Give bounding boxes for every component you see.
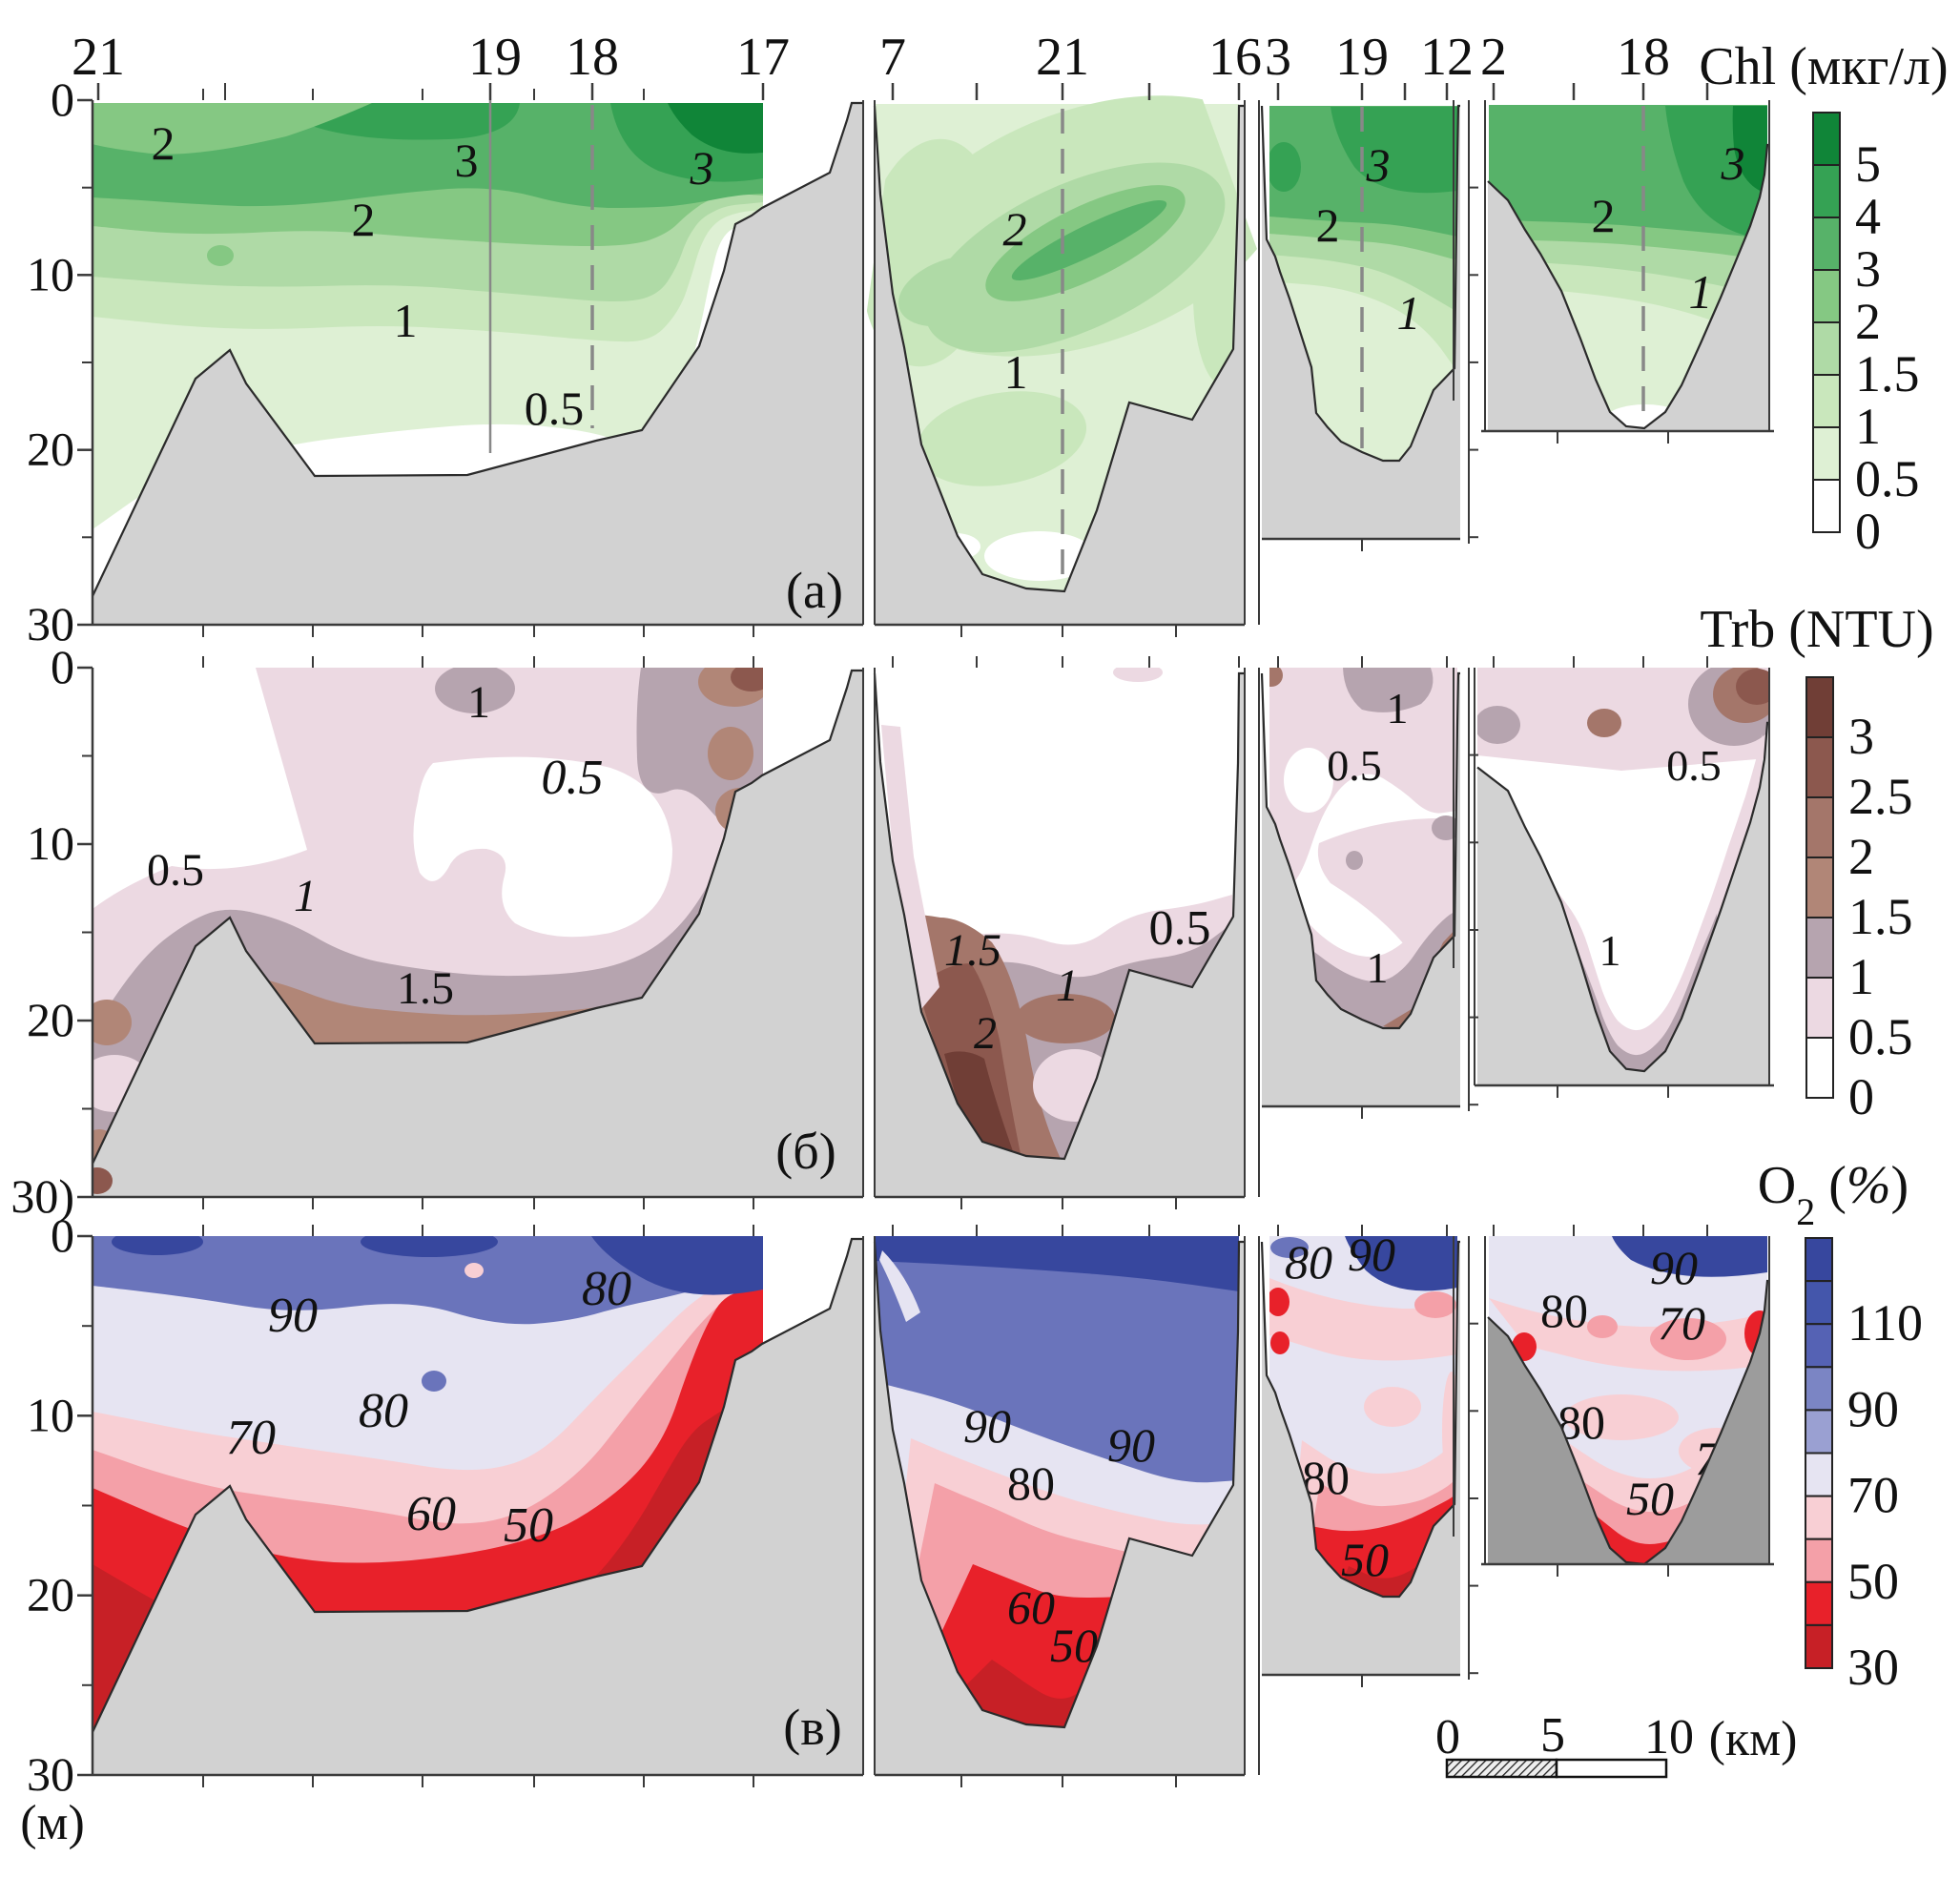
svg-text:70: 70: [1658, 1296, 1705, 1350]
svg-text:0.5: 0.5: [525, 382, 585, 435]
svg-text:(км): (км): [1709, 1712, 1798, 1766]
svg-text:80: 80: [1285, 1235, 1332, 1289]
svg-text:1.5: 1.5: [1848, 888, 1913, 945]
svg-text:50: 50: [1847, 1553, 1899, 1610]
svg-text:(а): (а): [786, 562, 843, 619]
svg-text:0: 0: [51, 72, 74, 126]
svg-text:12: 12: [1420, 28, 1474, 87]
svg-text:90: 90: [268, 1289, 318, 1343]
svg-text:1: 1: [1848, 948, 1874, 1005]
svg-text:2: 2: [1316, 198, 1340, 252]
svg-text:50: 50: [1341, 1533, 1389, 1586]
svg-text:90: 90: [1107, 1418, 1155, 1472]
svg-text:1: 1: [1855, 398, 1881, 455]
svg-text:1: 1: [1689, 265, 1713, 319]
svg-text:0.5: 0.5: [1327, 741, 1382, 790]
svg-text:30: 30: [27, 597, 74, 650]
svg-text:18: 18: [566, 28, 619, 87]
svg-text:30: 30: [1847, 1639, 1899, 1696]
svg-text:80: 80: [582, 1262, 631, 1316]
svg-text:10: 10: [27, 1388, 74, 1441]
svg-text:80: 80: [1540, 1284, 1588, 1337]
svg-text:Chl (мкг/л): Chl (мкг/л): [1699, 37, 1948, 96]
svg-text:19: 19: [468, 28, 522, 87]
svg-text:20: 20: [27, 993, 74, 1046]
svg-text:50: 50: [1626, 1472, 1674, 1525]
svg-text:1: 1: [1056, 960, 1079, 1011]
svg-text:10: 10: [1644, 1710, 1694, 1764]
svg-text:Trb (NTU): Trb (NTU): [1700, 600, 1933, 659]
svg-text:3: 3: [1848, 708, 1874, 765]
svg-text:30): 30): [10, 1169, 74, 1223]
svg-text:16: 16: [1208, 28, 1262, 87]
svg-text:1: 1: [1599, 926, 1621, 975]
svg-text:2: 2: [352, 193, 376, 246]
svg-text:3: 3: [1855, 240, 1881, 298]
svg-text:17: 17: [736, 28, 790, 87]
svg-text:2: 2: [974, 1008, 997, 1059]
svg-text:80: 80: [359, 1384, 408, 1438]
svg-text:70: 70: [1847, 1467, 1899, 1524]
svg-text:2: 2: [1480, 28, 1507, 87]
svg-text:90: 90: [963, 1399, 1011, 1453]
svg-text:1.5: 1.5: [397, 963, 454, 1014]
svg-text:0: 0: [1848, 1068, 1874, 1125]
svg-text:2: 2: [1848, 828, 1874, 885]
svg-text:30: 30: [27, 1747, 74, 1801]
svg-text:(в): (в): [783, 1699, 841, 1756]
svg-text:(б): (б): [775, 1123, 836, 1180]
svg-text:1: 1: [294, 871, 317, 921]
svg-text:3: 3: [690, 141, 714, 195]
svg-text:2: 2: [1855, 293, 1881, 350]
svg-text:0.5: 0.5: [542, 751, 604, 805]
svg-text:50: 50: [504, 1498, 553, 1553]
svg-text:1: 1: [1387, 684, 1409, 733]
svg-text:0.5: 0.5: [1848, 1008, 1913, 1065]
svg-text:1: 1: [467, 677, 490, 728]
svg-text:0.5: 0.5: [147, 845, 204, 896]
svg-text:3: 3: [1265, 28, 1291, 87]
svg-text:19: 19: [1335, 28, 1389, 87]
svg-text:2: 2: [1003, 202, 1027, 256]
svg-text:3: 3: [1721, 136, 1745, 190]
svg-text:4: 4: [1855, 188, 1881, 245]
svg-text:21: 21: [72, 28, 125, 87]
svg-text:1: 1: [1367, 943, 1389, 992]
svg-text:1: 1: [394, 294, 418, 347]
svg-text:2.5: 2.5: [1848, 768, 1913, 825]
svg-text:90: 90: [1847, 1380, 1899, 1437]
svg-text:60: 60: [406, 1487, 456, 1541]
svg-text:18: 18: [1617, 28, 1670, 87]
svg-text:10: 10: [27, 816, 74, 870]
svg-text:110: 110: [1847, 1294, 1923, 1352]
svg-text:2: 2: [152, 116, 175, 170]
svg-text:0: 0: [1435, 1710, 1460, 1764]
svg-text:70: 70: [226, 1411, 276, 1465]
svg-text:0: 0: [1855, 503, 1881, 560]
svg-text:7: 7: [879, 28, 906, 87]
svg-text:1: 1: [1004, 345, 1028, 399]
svg-text:21: 21: [1036, 28, 1089, 87]
svg-text:1.5: 1.5: [944, 925, 1001, 976]
svg-text:80: 80: [1007, 1456, 1055, 1510]
svg-text:5: 5: [1540, 1708, 1565, 1763]
svg-text:60: 60: [1007, 1580, 1055, 1634]
svg-text:0.5: 0.5: [1666, 741, 1722, 790]
svg-text:0.5: 0.5: [1855, 450, 1920, 507]
svg-text:2: 2: [1592, 189, 1616, 242]
svg-text:1: 1: [1397, 286, 1421, 340]
svg-text:3: 3: [455, 134, 479, 187]
svg-text:90: 90: [1650, 1241, 1698, 1294]
svg-text:0.5: 0.5: [1149, 901, 1211, 956]
svg-text:0: 0: [51, 640, 74, 693]
svg-text:0: 0: [51, 1208, 74, 1262]
svg-text:20: 20: [27, 1568, 74, 1621]
svg-text:(м): (м): [20, 1796, 85, 1850]
svg-text:5: 5: [1855, 135, 1881, 193]
svg-text:20: 20: [27, 423, 74, 476]
svg-text:1.5: 1.5: [1855, 345, 1920, 402]
svg-text:3: 3: [1366, 138, 1391, 192]
svg-text:10: 10: [27, 247, 74, 300]
svg-text:90: 90: [1348, 1228, 1395, 1281]
